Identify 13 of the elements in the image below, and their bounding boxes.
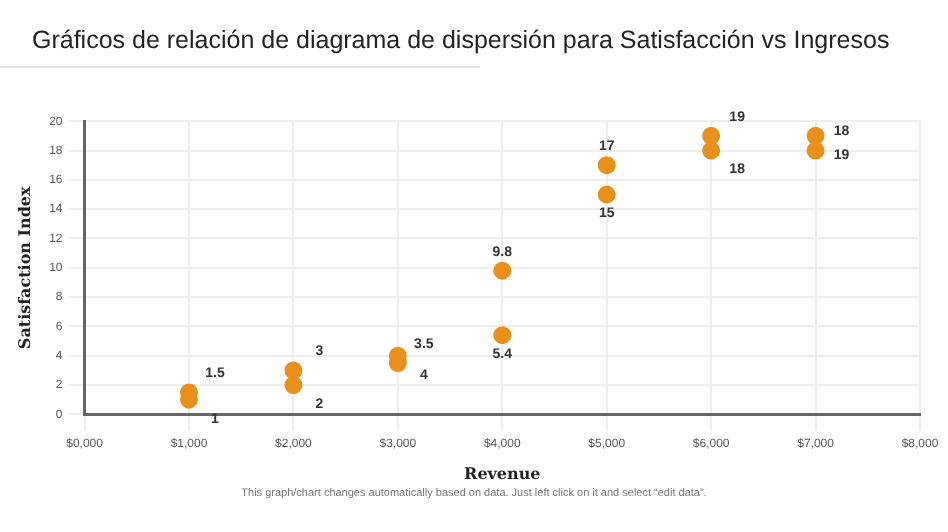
x-axis-title: Revenue [464, 462, 541, 483]
point [702, 141, 721, 160]
y-axis-title: Satisfaction Index [13, 185, 34, 350]
point [806, 126, 825, 145]
point [493, 326, 512, 345]
point [284, 361, 303, 380]
point [493, 261, 512, 280]
point [702, 126, 721, 145]
chart-title: Gráficos de relación de diagrama de dispersión para Satisfacción vs Ingresos [32, 26, 890, 54]
point [597, 156, 616, 175]
point [284, 376, 303, 395]
point [806, 141, 825, 160]
point [597, 185, 616, 204]
